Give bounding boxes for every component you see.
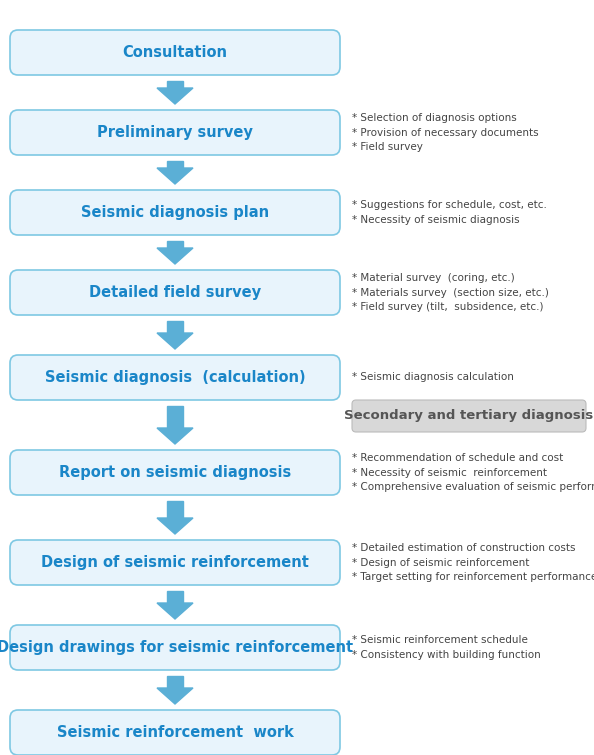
Text: Seismic diagnosis plan: Seismic diagnosis plan	[81, 205, 269, 220]
Text: Report on seismic diagnosis: Report on seismic diagnosis	[59, 465, 291, 480]
FancyBboxPatch shape	[10, 355, 340, 400]
Polygon shape	[167, 676, 183, 688]
Text: Preliminary survey: Preliminary survey	[97, 125, 253, 140]
Polygon shape	[157, 518, 193, 534]
Polygon shape	[167, 501, 183, 518]
FancyBboxPatch shape	[10, 110, 340, 155]
FancyBboxPatch shape	[10, 450, 340, 495]
Polygon shape	[167, 591, 183, 603]
Polygon shape	[157, 428, 193, 444]
Text: * Seismic diagnosis calculation: * Seismic diagnosis calculation	[352, 372, 514, 383]
FancyBboxPatch shape	[10, 270, 340, 315]
FancyBboxPatch shape	[10, 30, 340, 75]
Polygon shape	[157, 248, 193, 264]
Text: Detailed field survey: Detailed field survey	[89, 285, 261, 300]
Text: * Selection of diagnosis options
* Provision of necessary documents
* Field surv: * Selection of diagnosis options * Provi…	[352, 113, 539, 152]
Polygon shape	[167, 81, 183, 88]
Polygon shape	[157, 88, 193, 104]
Text: Consultation: Consultation	[122, 45, 228, 60]
Polygon shape	[157, 603, 193, 619]
FancyBboxPatch shape	[10, 190, 340, 235]
Polygon shape	[167, 321, 183, 333]
Text: Seismic diagnosis  (calculation): Seismic diagnosis (calculation)	[45, 370, 305, 385]
Text: Secondary and tertiary diagnosis: Secondary and tertiary diagnosis	[345, 409, 593, 423]
Text: Design drawings for seismic reinforcement: Design drawings for seismic reinforcemen…	[0, 640, 353, 655]
FancyBboxPatch shape	[10, 710, 340, 755]
Polygon shape	[157, 333, 193, 349]
Polygon shape	[157, 168, 193, 184]
Polygon shape	[167, 161, 183, 168]
Text: * Seismic reinforcement schedule
* Consistency with building function: * Seismic reinforcement schedule * Consi…	[352, 635, 541, 660]
Text: Seismic reinforcement  work: Seismic reinforcement work	[56, 725, 293, 740]
Text: * Recommendation of schedule and cost
* Necessity of seismic  reinforcement
* Co: * Recommendation of schedule and cost * …	[352, 453, 594, 492]
Text: * Suggestions for schedule, cost, etc.
* Necessity of seismic diagnosis: * Suggestions for schedule, cost, etc. *…	[352, 200, 547, 225]
Polygon shape	[167, 406, 183, 428]
Text: Design of seismic reinforcement: Design of seismic reinforcement	[41, 555, 309, 570]
FancyBboxPatch shape	[352, 400, 586, 432]
FancyBboxPatch shape	[10, 540, 340, 585]
Polygon shape	[167, 241, 183, 248]
Text: * Detailed estimation of construction costs
* Design of seismic reinforcement
* : * Detailed estimation of construction co…	[352, 543, 594, 582]
FancyBboxPatch shape	[10, 625, 340, 670]
Polygon shape	[157, 688, 193, 704]
Text: * Material survey  (coring, etc.)
* Materials survey  (section size, etc.)
* Fie: * Material survey (coring, etc.) * Mater…	[352, 273, 549, 312]
